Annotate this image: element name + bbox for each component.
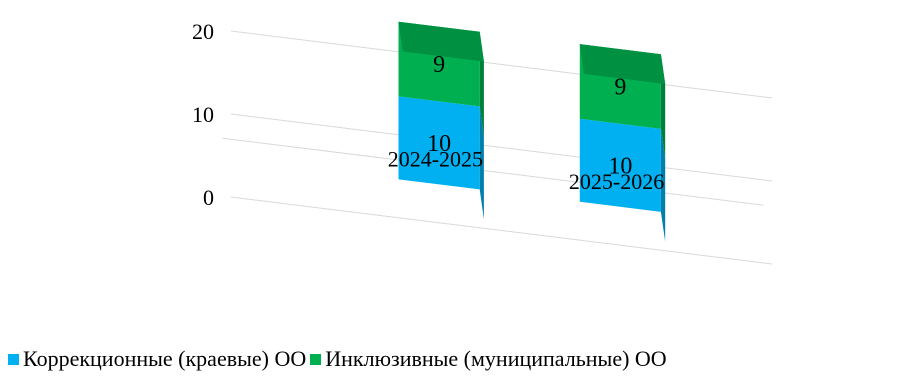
bar-top bbox=[398, 21, 484, 62]
gridlines bbox=[222, 30, 773, 265]
y-tick-label: 20 bbox=[192, 19, 214, 44]
legend-label-correctional: Коррекционные (краевые) ОО bbox=[23, 346, 307, 371]
gridline bbox=[230, 30, 773, 99]
y-tick-label: 0 bbox=[203, 185, 214, 210]
bar-side bbox=[660, 128, 666, 242]
x-category-label: 2024-2025 bbox=[388, 146, 483, 171]
bar-segment bbox=[579, 118, 661, 212]
legend-item-inclusive: Инклюзивные (муниципальные) ОО bbox=[310, 346, 667, 372]
x-category-label: 2025-2026 bbox=[569, 169, 664, 194]
y-axis-ticks: 0 10 20 bbox=[192, 19, 214, 210]
floor-edge bbox=[222, 137, 764, 206]
gridline bbox=[230, 196, 773, 265]
data-label: 10 bbox=[608, 153, 632, 179]
bar-side bbox=[479, 106, 484, 220]
data-label: 9 bbox=[614, 75, 626, 101]
legend-label-inclusive: Инклюзивные (муниципальные) ОО bbox=[325, 346, 667, 371]
y-tick-label: 10 bbox=[192, 102, 214, 127]
data-label: 10 bbox=[427, 131, 451, 157]
bar-top bbox=[579, 44, 666, 84]
bars: 10 9 10 9 bbox=[398, 21, 666, 242]
legend-swatch-correctional bbox=[8, 353, 19, 365]
bar-segment bbox=[398, 96, 480, 190]
gridline bbox=[230, 113, 773, 182]
legend: Коррекционные (краевые) ОО Инклюзивные (… bbox=[8, 344, 671, 374]
legend-swatch-inclusive bbox=[310, 353, 322, 365]
x-axis-categories: 2024-2025 2025-2026 bbox=[388, 146, 665, 193]
data-label: 9 bbox=[433, 52, 445, 78]
legend-item-correctional: Коррекционные (краевые) ОО bbox=[8, 346, 306, 372]
